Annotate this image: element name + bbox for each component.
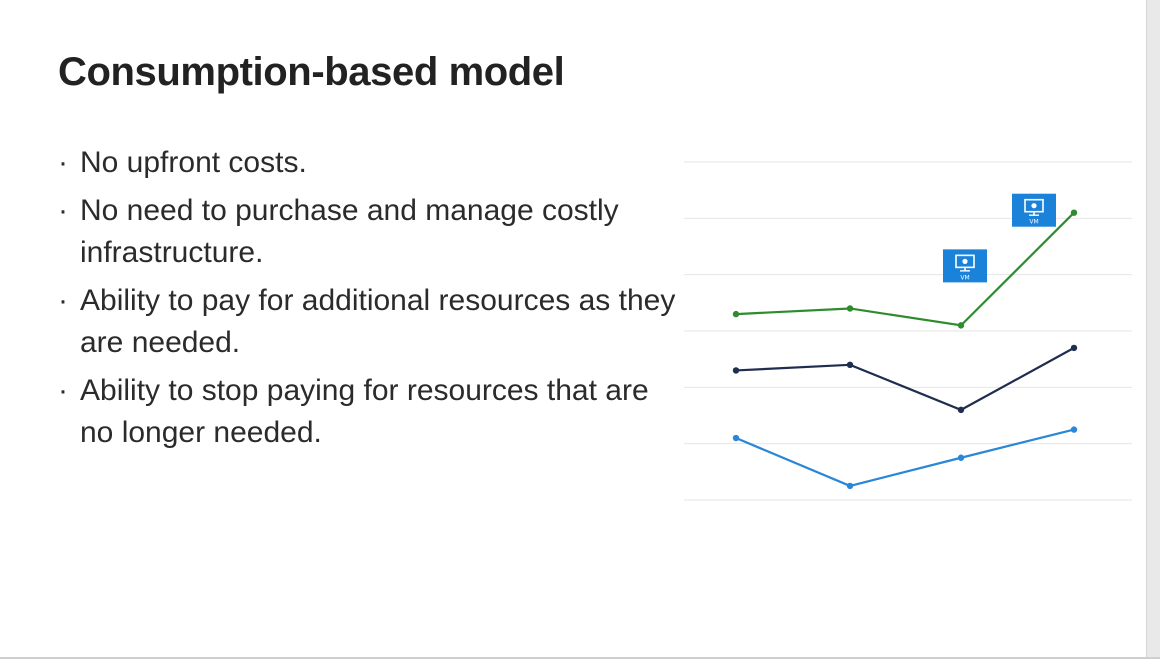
- bullet-dot: ·: [58, 374, 68, 407]
- bullet-item: · Ability to pay for additional resources…: [58, 280, 678, 364]
- window-right-edge: [1146, 0, 1160, 659]
- bullet-dot: ·: [58, 146, 68, 179]
- data-point-navy: [1070, 344, 1078, 352]
- line-chart: VM VM: [684, 161, 1132, 501]
- data-point-green: [732, 310, 740, 318]
- window-bottom-edge: [0, 657, 1160, 659]
- data-point-blue: [846, 482, 854, 490]
- bullet-item: · Ability to stop paying for resources th…: [58, 370, 678, 454]
- bullet-dot: ·: [58, 194, 68, 227]
- bullet-item: · No upfront costs.: [58, 142, 678, 184]
- series-line-navy: [735, 346, 1075, 412]
- data-point-green: [1070, 209, 1078, 216]
- bullet-dot: ·: [58, 284, 68, 317]
- data-point-blue: [957, 454, 965, 461]
- bullet-text: No upfront costs.: [80, 146, 307, 179]
- data-point-blue: [732, 434, 740, 442]
- vm-label: VM: [960, 274, 969, 281]
- data-point-green: [846, 305, 854, 312]
- bullet-text: No need to purchase and manage costly in…: [80, 194, 619, 269]
- data-point-navy: [732, 367, 740, 374]
- bullet-text: Ability to stop paying for resources tha…: [80, 374, 649, 449]
- data-point-navy: [957, 406, 965, 414]
- data-point-green: [957, 322, 965, 329]
- series-line-green: [735, 211, 1075, 327]
- vm-icon: VM: [1012, 193, 1056, 227]
- vm-icon: VM: [943, 249, 987, 283]
- slide-title: Consumption-based model: [58, 50, 565, 94]
- data-point-navy: [846, 361, 854, 368]
- data-point-blue: [1070, 426, 1078, 433]
- bullet-item: · No need to purchase and manage costly i…: [58, 190, 678, 274]
- bullet-list: · No upfront costs. · No need to purchase …: [58, 142, 678, 460]
- series-line-blue: [735, 428, 1075, 488]
- bullet-text: Ability to pay for additional resources …: [80, 284, 676, 359]
- vm-label: VM: [1029, 219, 1038, 226]
